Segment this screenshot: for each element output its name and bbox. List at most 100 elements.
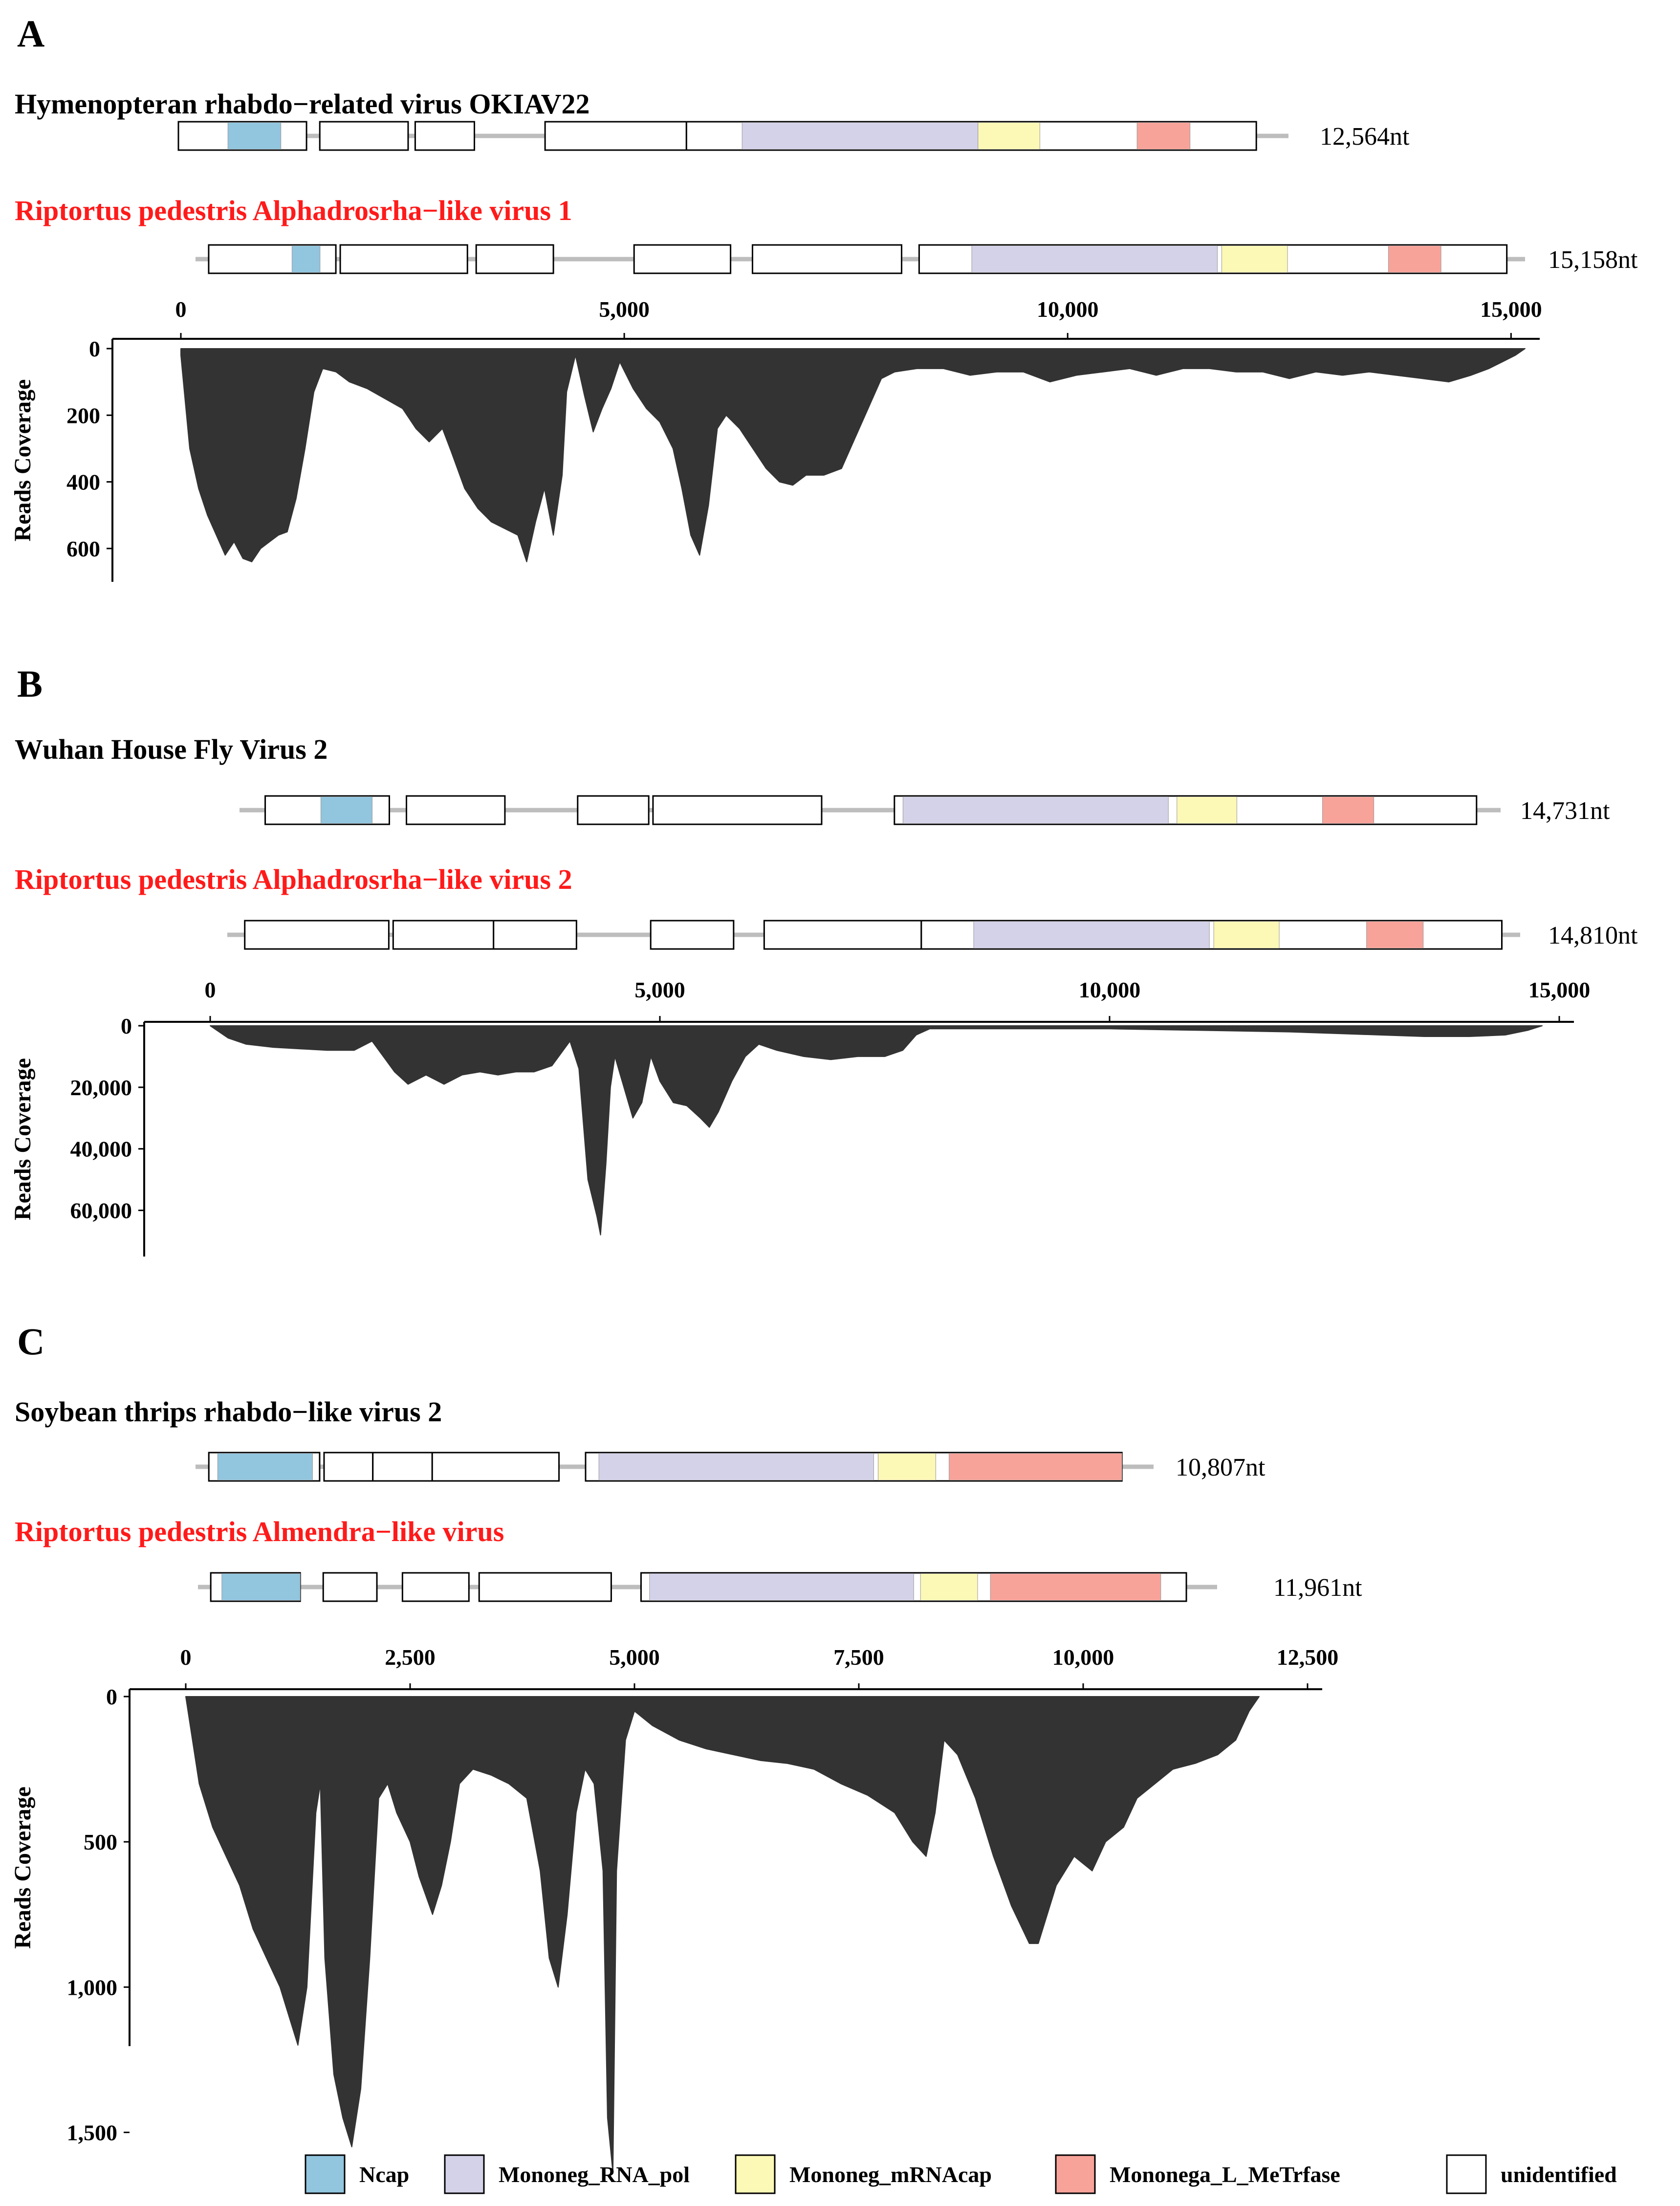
virus-name: Riptortus pedestris Almendra−like virus xyxy=(15,1516,504,1547)
orf-box xyxy=(431,1452,560,1482)
y-axis-label: Reads Coverage xyxy=(10,1787,36,1949)
domain-Mononeg_RNA_pol xyxy=(598,1453,874,1480)
legend-item-unidentified: unidentified xyxy=(1446,2154,1617,2194)
virus-name: Riptortus pedestris Alphadrosrha−like vi… xyxy=(15,863,572,895)
orf-box xyxy=(633,244,732,274)
domain-Mononeg_mRNAcap xyxy=(978,122,1040,150)
domain-Mononega_L_MeTrfase xyxy=(990,1573,1161,1601)
domain-Mononeg_RNA_pol xyxy=(902,796,1169,824)
y-tick-label: 0 xyxy=(121,1014,132,1038)
legend-item-Ncap: Ncap xyxy=(305,2154,409,2194)
genome-length-label: 12,564nt xyxy=(1320,123,1410,151)
domain-Ncap xyxy=(217,1453,313,1480)
x-tick-label: 5,000 xyxy=(609,1645,660,1670)
legend-label: Mononega_L_MeTrfase xyxy=(1110,2162,1340,2187)
orf-box xyxy=(652,795,823,825)
y-tick-label: 500 xyxy=(84,1830,117,1854)
y-tick-label: 60,000 xyxy=(70,1198,132,1223)
legend-label: Mononeg_RNA_pol xyxy=(499,2162,690,2187)
y-tick-label: 1,000 xyxy=(67,1975,118,2000)
domain-Mononeg_RNA_pol xyxy=(971,245,1218,273)
x-tick-label: 0 xyxy=(175,297,187,322)
legend-item-Mononeg_RNA_pol: Mononeg_RNA_pol xyxy=(444,2154,690,2194)
legend-swatch xyxy=(305,2154,346,2194)
panel-letter: B xyxy=(17,662,43,705)
orf-box xyxy=(763,920,922,950)
domain-Mononega_L_MeTrfase xyxy=(1366,921,1424,949)
domain-Ncap xyxy=(291,245,321,273)
x-tick-label: 5,000 xyxy=(634,977,685,1002)
x-tick-label: 2,500 xyxy=(385,1645,436,1670)
x-tick-label: 0 xyxy=(180,1645,192,1670)
legend-swatch xyxy=(444,2154,485,2194)
legend-label: Ncap xyxy=(359,2162,409,2187)
domain-Mononeg_mRNAcap xyxy=(1221,245,1288,273)
coverage-area xyxy=(185,1696,1260,2174)
genome-length-label: 14,731nt xyxy=(1520,797,1610,825)
y-axis-label: Reads Coverage xyxy=(10,1058,36,1220)
legend-item-Mononega_L_MeTrfase: Mononega_L_MeTrfase xyxy=(1055,2154,1340,2194)
genome-map: Riptortus pedestris Alphadrosrha−like vi… xyxy=(15,863,1638,950)
x-tick-label: 12,500 xyxy=(1277,1645,1339,1670)
x-tick-label: 10,000 xyxy=(1079,977,1141,1002)
virus-name: Wuhan House Fly Virus 2 xyxy=(15,733,327,765)
x-tick-label: 5,000 xyxy=(599,297,650,322)
domain-Ncap xyxy=(320,796,372,824)
genome-length-label: 14,810nt xyxy=(1548,922,1638,949)
domain-Mononeg_RNA_pol xyxy=(973,921,1210,949)
x-tick-label: 10,000 xyxy=(1037,297,1099,322)
coverage-axes: 0 5,000 10,000 15,000 0 20,000 40,000 60,000 Rea… xyxy=(10,977,1590,1257)
orf-box xyxy=(493,920,577,950)
orf-box xyxy=(751,244,903,274)
domain-Mononega_L_MeTrfase xyxy=(949,1453,1122,1480)
y-tick-label: 200 xyxy=(66,403,100,428)
legend-swatch xyxy=(1055,2154,1096,2194)
virus-name: Soybean thrips rhabdo−like virus 2 xyxy=(15,1396,442,1428)
y-tick-label: 0 xyxy=(106,1684,117,1709)
y-tick-label: 40,000 xyxy=(70,1137,132,1162)
panel-letter: C xyxy=(17,1320,44,1363)
domain-Mononeg_RNA_pol xyxy=(742,122,979,150)
orf-box xyxy=(319,121,409,151)
orf-box xyxy=(401,1572,470,1602)
y-tick-label: 0 xyxy=(89,336,100,361)
legend-item-Mononeg_mRNAcap: Mononeg_mRNAcap xyxy=(735,2154,992,2194)
domain-Ncap xyxy=(221,1573,301,1601)
orf-box xyxy=(323,1452,374,1482)
domain-Mononega_L_MeTrfase xyxy=(1322,796,1375,824)
virus-name: Hymenopteran rhabdo−related virus OKIAV2… xyxy=(15,88,589,120)
legend: Ncap Mononeg_RNA_pol Mononeg_mRNAcap Monone… xyxy=(305,2154,1617,2194)
panel-A: A Hymenopteran rhabdo−related virus OKIAV… xyxy=(10,12,1638,582)
panels: A Hymenopteran rhabdo−related virus OKIAV… xyxy=(10,12,1638,2174)
orf-box xyxy=(414,121,476,151)
coverage-area xyxy=(210,1025,1543,1235)
panel-letter: A xyxy=(17,12,44,55)
x-tick-label: 15,000 xyxy=(1480,297,1542,322)
legend-swatch xyxy=(735,2154,776,2194)
genome-map: Wuhan House Fly Virus 2 14,731nt xyxy=(15,733,1610,825)
orf-box xyxy=(322,1572,378,1602)
coverage-axes: 0 5,000 10,000 15,000 0 200 400 600 Reads Covera… xyxy=(10,297,1542,582)
x-tick-label: 7,500 xyxy=(833,1645,884,1670)
orf-box xyxy=(392,920,495,950)
genome-map: Soybean thrips rhabdo−like virus 2 10,807… xyxy=(15,1396,1265,1482)
y-tick-label: 400 xyxy=(66,470,100,495)
domain-Mononeg_mRNAcap xyxy=(920,1573,978,1601)
x-tick-label: 10,000 xyxy=(1052,1645,1114,1670)
orf-box xyxy=(577,795,650,825)
domain-Mononeg_mRNAcap xyxy=(1177,796,1237,824)
virus-name: Riptortus pedestris Alphadrosrha−like vi… xyxy=(15,195,572,226)
orf-box xyxy=(650,920,735,950)
orf-box xyxy=(544,121,687,151)
orf-box xyxy=(475,244,554,274)
y-axis-label: Reads Coverage xyxy=(10,379,36,542)
y-tick-label: 600 xyxy=(66,536,100,561)
domain-Ncap xyxy=(227,122,282,150)
domain-Mononega_L_MeTrfase xyxy=(1388,245,1441,273)
domain-Mononeg_mRNAcap xyxy=(1213,921,1280,949)
legend-swatch xyxy=(1446,2154,1487,2194)
domain-Mononega_L_MeTrfase xyxy=(1136,122,1191,150)
genome-length-label: 15,158nt xyxy=(1548,246,1638,274)
genome-length-label: 10,807nt xyxy=(1176,1454,1265,1481)
